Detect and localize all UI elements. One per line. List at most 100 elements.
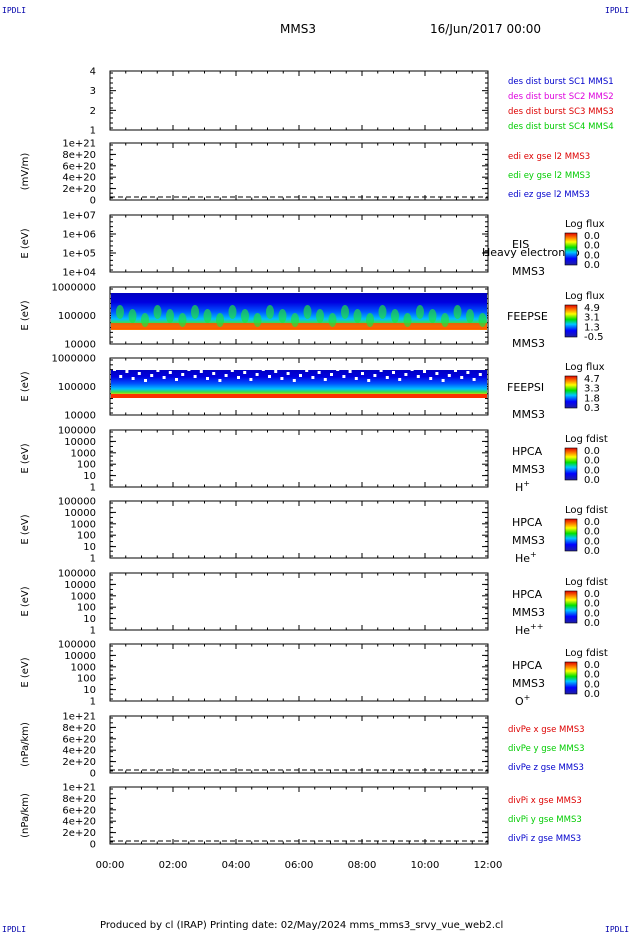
colorbar-tick: 0.0 (584, 608, 600, 619)
ytick-label: 0 (90, 196, 96, 207)
ytick-label: 2e+20 (62, 828, 96, 839)
spectrogram-gap (168, 371, 172, 374)
colorbar-tick: 0.0 (584, 446, 600, 457)
panel-label-spacecraft: MMS3 (512, 534, 545, 547)
spectrogram-gap (243, 371, 247, 374)
ylabel-hpca_he: E (eV) (20, 514, 31, 544)
species-charge: ++ (530, 622, 543, 631)
spectrogram-gap (255, 373, 259, 376)
colorbar-tick: 0.0 (584, 660, 600, 671)
legend-entry: divPi z gse MMS3 (508, 834, 581, 844)
corner-label-bottom-right: IPDLI (605, 925, 630, 934)
colorbar-title: Log fdist (565, 505, 608, 516)
spectrogram-gap (187, 368, 191, 371)
colorbar-tick: 0.0 (584, 670, 600, 681)
spectrogram-gap (268, 375, 271, 378)
colorbar-tick: 4.7 (584, 374, 600, 385)
spectrogram-blob (141, 313, 149, 327)
spectrogram-gap (385, 376, 389, 379)
spectrogram-blob (241, 309, 249, 323)
spectrogram-gap (274, 370, 278, 373)
colorbar (564, 304, 578, 338)
colorbar-title: Log fdist (565, 648, 608, 659)
colorbar-tick: 0.0 (584, 465, 600, 476)
panel-frame-dist (109, 70, 489, 131)
spectrogram-gap (218, 379, 222, 382)
panel-label-instrument: HPCA (512, 659, 543, 672)
spectrogram-gap (398, 378, 402, 381)
spectrogram-blob (266, 305, 274, 319)
legend-entry: divPe y gse MMS3 (508, 744, 585, 754)
panel-label-spacecraft: MMS3 (512, 408, 545, 421)
colorbar-tick: 0.3 (584, 403, 600, 414)
spectrogram-gap (113, 368, 116, 371)
ytick-label: 10 (83, 614, 96, 625)
ytick-label: 10000 (64, 580, 96, 591)
spectrogram-gap (472, 378, 476, 381)
ytick-label: 100000 (58, 497, 96, 508)
spectrogram-gap (454, 369, 457, 372)
legend-entry: divPe x gse MMS3 (508, 725, 585, 735)
spectrogram-blob (153, 305, 162, 319)
spectrogram-gap (342, 375, 346, 378)
legend-entry: des dist burst SC3 MMS3 (508, 107, 614, 117)
colorbar-tick: 0.0 (584, 536, 600, 547)
ytick-label: 100 (77, 603, 96, 614)
ytick-label: 6e+20 (62, 161, 96, 172)
colorbar-tick: 0.0 (584, 456, 600, 467)
spectrogram-gap (435, 372, 439, 375)
spectrogram-gap (119, 375, 123, 378)
ytick-label: 1 (90, 554, 96, 565)
ytick-label: 2 (90, 106, 96, 117)
spectrogram-gap (429, 377, 433, 380)
spectrogram-gap (441, 379, 445, 382)
spectrogram-blob (191, 305, 199, 319)
colorbar-tick: 0.0 (584, 618, 600, 629)
colorbar (564, 232, 578, 266)
spectrogram-gap (137, 372, 141, 375)
spectrogram-gap (212, 372, 216, 375)
legend-entry: edi ey gse l2 MMS3 (508, 171, 590, 181)
legend-entry: divPi y gse MMS3 (508, 815, 582, 825)
ytick-label: 1e+06 (62, 230, 96, 241)
panel-label-spacecraft: MMS3 (512, 463, 545, 476)
ytick-label: 6e+20 (62, 734, 96, 745)
spectrogram-gap (125, 370, 129, 373)
colorbar-title: Log flux (565, 219, 605, 230)
colorbar-tick: 1.3 (584, 322, 600, 333)
ylabel-divpi: (nPa/km) (20, 793, 31, 838)
legend-entry: edi ex gse l2 MMS3 (508, 152, 590, 162)
panel-label-spacecraft: MMS3 (512, 606, 545, 619)
ylabel-divpe: (nPa/km) (20, 722, 31, 767)
footer-text: Produced by cl (IRAP) Printing date: 02/… (100, 920, 504, 931)
ytick-label: 1e+21 (62, 139, 96, 150)
xtick-label: 02:00 (159, 860, 188, 871)
spectrogram-blob (203, 309, 212, 323)
spectrogram-gap (150, 374, 154, 377)
panel-label-instrument: HPCA (512, 588, 543, 601)
colorbar-tick: 0.0 (584, 475, 600, 486)
panel-label-spacecraft: MMS3 (512, 265, 545, 278)
species-label: H+ (515, 479, 530, 494)
spectrogram-gap (323, 378, 327, 381)
spectrogram-gap (330, 373, 333, 376)
spectrogram-band (111, 323, 487, 329)
ytick-label: 0 (90, 769, 96, 780)
spectrogram-gap (181, 373, 185, 376)
ytick-label: 3 (90, 86, 96, 97)
ytick-label: 1e+21 (62, 783, 96, 794)
spectrogram-gap (249, 378, 253, 381)
spectrogram-gap (404, 373, 408, 376)
spectrogram-gap (336, 368, 340, 371)
spectrogram-blob (128, 309, 137, 323)
colorbar-title: Log flux (565, 291, 605, 302)
corner-label-top-left: IPDLI (2, 6, 27, 15)
spectrogram-blob (366, 313, 374, 327)
spectrogram-blob (391, 309, 399, 323)
xtick-label: 06:00 (285, 860, 314, 871)
spectrogram-gap (379, 369, 383, 372)
spectrogram-gap (230, 369, 234, 372)
panel-frame-hpca_he2 (109, 572, 489, 631)
ytick-label: 1000 (71, 448, 96, 459)
